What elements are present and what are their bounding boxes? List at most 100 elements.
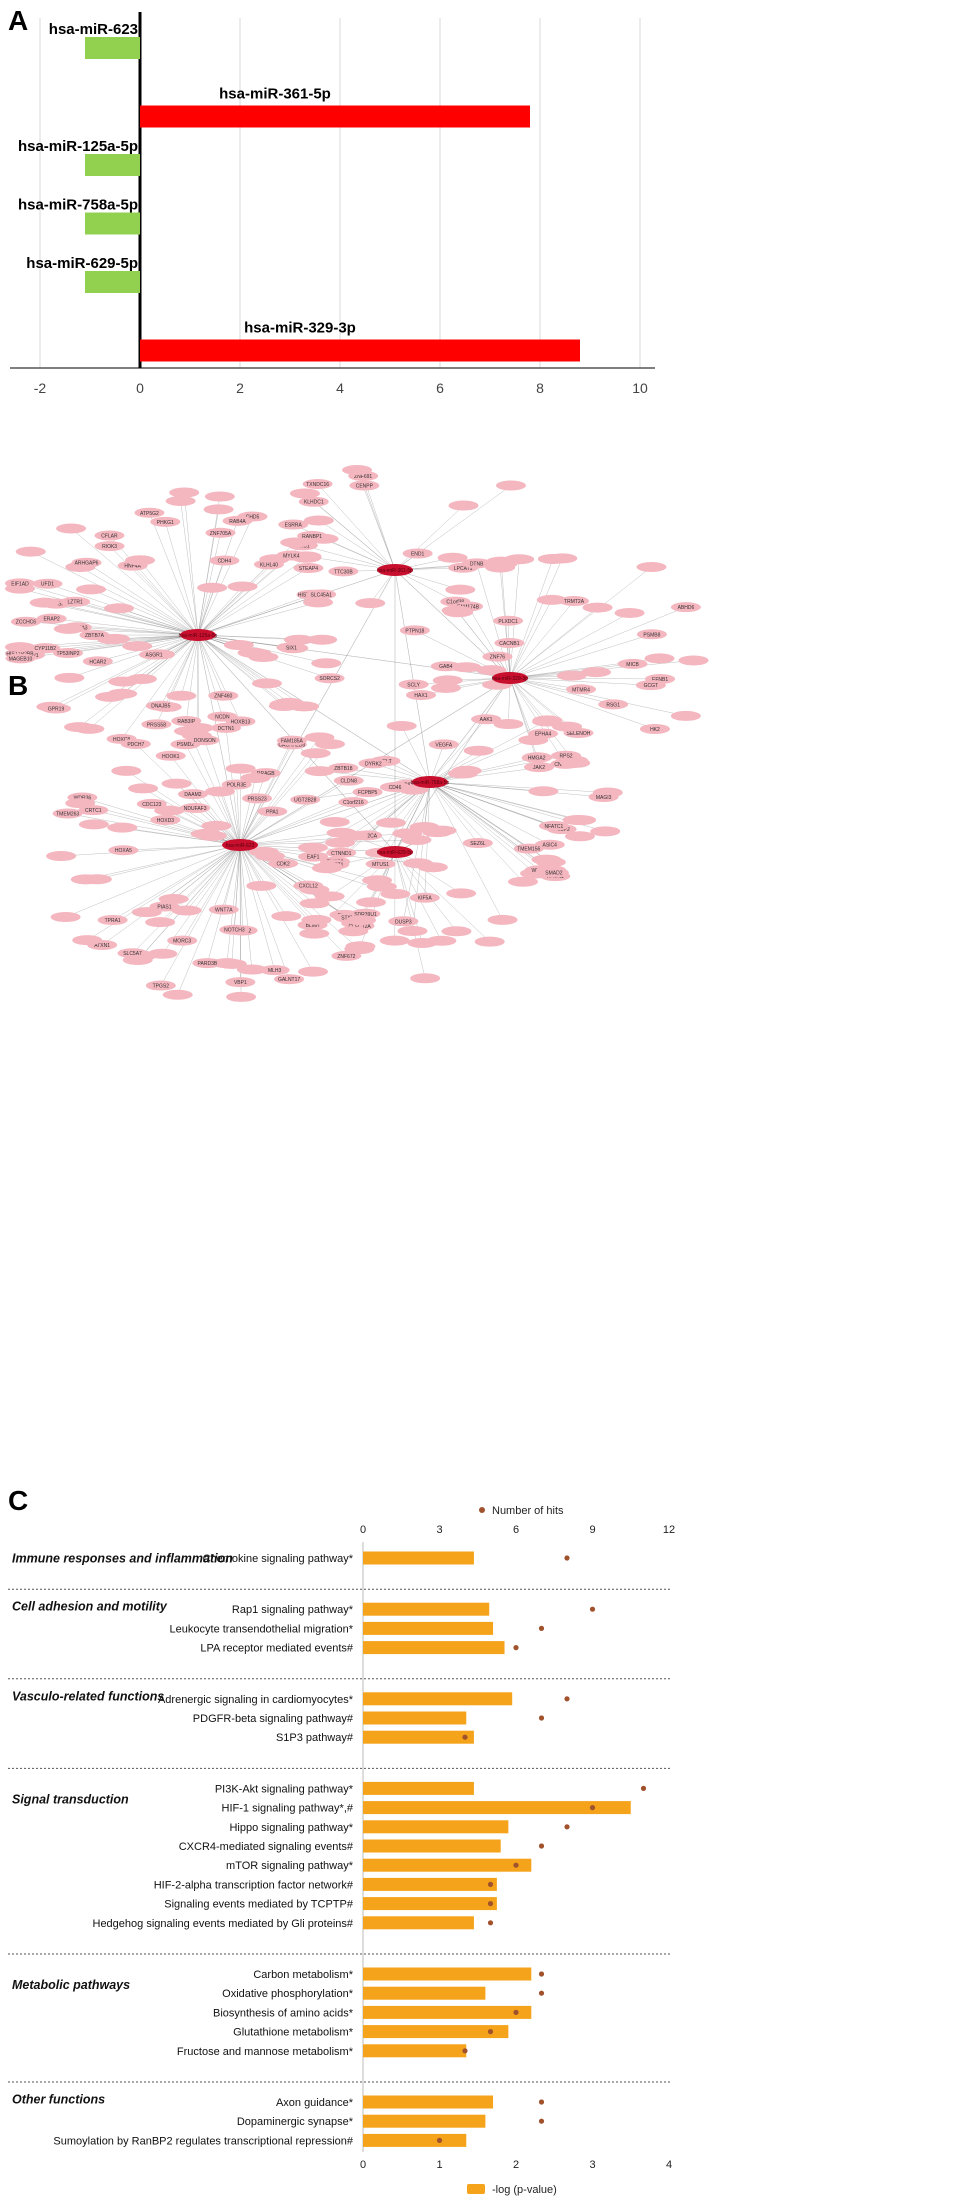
network-node bbox=[204, 504, 234, 514]
node-label: LZTR1 bbox=[68, 600, 84, 606]
hits-dot bbox=[539, 1971, 544, 1976]
node-ellipse bbox=[255, 851, 285, 861]
network-node: HMGA2 bbox=[522, 753, 552, 763]
node-label: PHKG1 bbox=[157, 520, 174, 526]
network-node bbox=[397, 926, 427, 936]
top-tick-label: 6 bbox=[513, 1524, 519, 1536]
node-ellipse bbox=[166, 691, 196, 701]
bar bbox=[363, 2115, 485, 2128]
hits-dot bbox=[513, 2010, 518, 2015]
node-ellipse bbox=[201, 821, 231, 831]
node-label: EIF1AD bbox=[11, 581, 29, 587]
network-node bbox=[154, 806, 184, 816]
node-ellipse bbox=[475, 937, 505, 947]
node-label: CDK2 bbox=[276, 862, 290, 868]
node-ellipse bbox=[315, 891, 345, 901]
node-label: FCPBP5 bbox=[358, 790, 378, 796]
network-node: MTUS1 bbox=[366, 859, 396, 869]
network-node bbox=[30, 598, 60, 608]
network-node: NDUFAF3 bbox=[180, 803, 210, 813]
network-node bbox=[128, 783, 158, 793]
node-ellipse bbox=[338, 831, 368, 841]
network-node bbox=[305, 766, 335, 776]
node-ellipse bbox=[449, 501, 479, 511]
network-node: CTNND1 bbox=[326, 848, 356, 858]
node-ellipse bbox=[583, 603, 613, 613]
node-ellipse bbox=[387, 721, 417, 731]
node-ellipse bbox=[125, 555, 155, 565]
bar bbox=[363, 1840, 501, 1853]
network-node: GALNT17 bbox=[274, 974, 304, 984]
node-label: HK2 bbox=[650, 727, 660, 733]
hits-dot bbox=[590, 1607, 595, 1612]
node-ellipse bbox=[538, 554, 568, 564]
network-node bbox=[441, 926, 471, 936]
node-ellipse bbox=[528, 786, 558, 796]
network-node: ABHD6 bbox=[671, 602, 701, 612]
node-label: PSMD2 bbox=[177, 742, 194, 748]
node-ellipse bbox=[127, 674, 157, 684]
node-ellipse bbox=[345, 941, 375, 951]
network-edge bbox=[207, 845, 240, 963]
node-label: END1 bbox=[411, 551, 425, 557]
network-node: PSMB8 bbox=[637, 629, 667, 639]
network-node: UFD1 bbox=[32, 579, 62, 589]
network-node: TRMT2A bbox=[559, 596, 589, 606]
network-node: KIF5A bbox=[410, 893, 440, 903]
network-node bbox=[197, 583, 227, 593]
network-node bbox=[496, 481, 526, 491]
network-node: ZNF76 bbox=[482, 652, 512, 662]
network-node: PDCH7 bbox=[121, 739, 151, 749]
network-edge bbox=[510, 678, 660, 679]
network-edge bbox=[110, 635, 198, 697]
network-node: MAGEB10 bbox=[6, 653, 36, 663]
network-edge bbox=[198, 602, 318, 635]
network-node: AAK1 bbox=[471, 714, 501, 724]
node-label: RAB4A bbox=[229, 519, 246, 525]
network-node bbox=[127, 674, 157, 684]
network-node bbox=[246, 881, 276, 891]
node-label: STEAP4 bbox=[299, 566, 318, 572]
network-node bbox=[401, 835, 431, 845]
node-label: HOOK1 bbox=[162, 754, 180, 760]
hits-dot bbox=[539, 1843, 544, 1848]
node-ellipse bbox=[166, 496, 196, 506]
network-node: KLHDC1 bbox=[299, 497, 329, 507]
node-label: JAK2 bbox=[533, 765, 545, 771]
network-node: STEAP4 bbox=[293, 563, 323, 573]
panel-a-bar-chart: A hsa-miR-623hsa-miR-361-5phsa-miR-125a-… bbox=[8, 5, 655, 396]
hub-label: hsa-miR-629-5p bbox=[377, 850, 413, 856]
network-node: EPHA4 bbox=[528, 729, 558, 739]
node-ellipse bbox=[298, 967, 328, 977]
node-ellipse bbox=[313, 862, 343, 872]
node-label: DTNB bbox=[470, 561, 484, 567]
category-label: S1P3 pathway# bbox=[276, 1732, 354, 1744]
network-node: VBP1 bbox=[225, 977, 255, 987]
network-node bbox=[147, 949, 177, 959]
node-label: CD46 bbox=[389, 785, 402, 791]
node-ellipse bbox=[122, 641, 152, 651]
network-edge bbox=[140, 560, 198, 635]
network-node bbox=[169, 488, 199, 498]
network-node: HOXA5 bbox=[108, 845, 138, 855]
network-edge bbox=[240, 798, 257, 845]
network-node: CACNB1 bbox=[494, 638, 524, 648]
node-label: SLC5A7 bbox=[123, 951, 142, 957]
node-label: TPRA1 bbox=[105, 918, 121, 924]
network-node: GCGT bbox=[636, 680, 666, 690]
node-label: ASIC4 bbox=[543, 843, 558, 849]
bar bbox=[363, 1603, 489, 1616]
node-label: RSG1 bbox=[606, 702, 620, 708]
network-node: HOXD3 bbox=[150, 815, 180, 825]
node-label: SMAD2 bbox=[545, 871, 562, 877]
hits-dot bbox=[564, 1824, 569, 1829]
network-node bbox=[445, 585, 475, 595]
group-title: Cell adhesion and motility bbox=[12, 1600, 168, 1614]
node-label: MTUS1 bbox=[372, 862, 389, 868]
bar-label: hsa-miR-629-5p bbox=[26, 255, 138, 272]
network-node bbox=[442, 605, 472, 615]
node-ellipse bbox=[79, 819, 109, 829]
network-node bbox=[64, 722, 94, 732]
tick-label: 2 bbox=[236, 380, 244, 396]
network-node: KLHL40 bbox=[254, 559, 284, 569]
